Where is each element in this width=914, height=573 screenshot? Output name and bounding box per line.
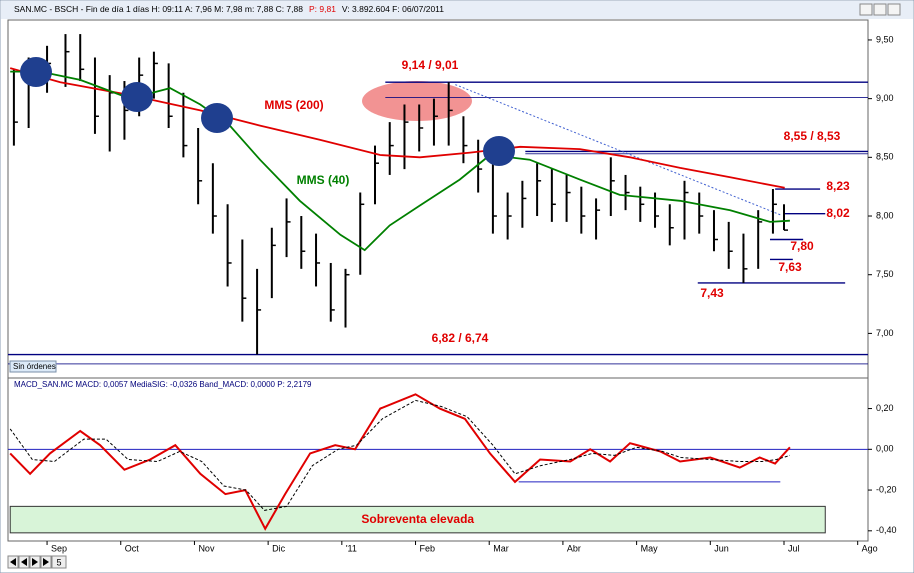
x-tick-label: Jun bbox=[714, 543, 729, 553]
line-label: MMS (40) bbox=[297, 173, 350, 187]
x-tick-label: Dic bbox=[272, 543, 285, 553]
oversold-band bbox=[9, 505, 826, 534]
x-tick-label: '11 bbox=[346, 543, 357, 553]
minimize[interactable] bbox=[859, 3, 873, 16]
nav-label[interactable]: 5 bbox=[56, 557, 61, 567]
x-tick-label: Oct bbox=[125, 543, 140, 553]
nav-icon bbox=[32, 558, 38, 566]
y-tick-label: -0,20 bbox=[876, 484, 897, 494]
header-part: SAN.MC - BSCH - Fin de día 1 días H: 09:… bbox=[14, 4, 303, 14]
level-label: 8,02 bbox=[826, 206, 850, 220]
y-tick-label: 8,50 bbox=[876, 152, 894, 162]
y-tick-label: 9,50 bbox=[876, 34, 894, 44]
band-label: Sobreventa elevada bbox=[361, 512, 474, 526]
level-label: 6,82 / 6,74 bbox=[432, 331, 489, 345]
level-label: 8,23 bbox=[826, 179, 850, 193]
crossover bbox=[483, 136, 515, 166]
macd-plot bbox=[8, 393, 868, 534]
level-label: 8,55 / 8,53 bbox=[784, 129, 841, 143]
moving-average bbox=[9, 67, 785, 189]
price-plot bbox=[8, 34, 868, 365]
header-part: P: 9,81 bbox=[309, 4, 336, 14]
x-tick-label: Ago bbox=[862, 543, 878, 553]
highlight-zone bbox=[362, 81, 472, 121]
plot: 9,50 9,00 8,50 8,00 7,50 7,00 9,14 / 9,01 8,55 … bbox=[8, 34, 897, 553]
nav-icon bbox=[21, 558, 27, 566]
y-tick-label: -0,40 bbox=[876, 525, 897, 535]
macd-line bbox=[9, 399, 791, 511]
line-label: MMS (200) bbox=[264, 98, 323, 112]
x-tick-label: Nov bbox=[198, 543, 215, 553]
y-tick-label: 0,00 bbox=[876, 444, 894, 454]
crossover bbox=[20, 57, 52, 87]
x-tick-label: Mar bbox=[493, 543, 509, 553]
macd-line bbox=[9, 393, 791, 531]
orders-button-label[interactable]: Sin órdenes bbox=[13, 362, 56, 371]
panel-title: MACD_SAN.MC MACD: 0,0057 MediaSIG: -0,03… bbox=[14, 380, 312, 389]
x-tick-label: Abr bbox=[567, 543, 581, 553]
header-part: V: 3.892.604 F: 06/07/2011 bbox=[342, 4, 444, 14]
level-label: 7,43 bbox=[700, 286, 724, 300]
level-label: 7,80 bbox=[790, 239, 814, 253]
orders-button[interactable] bbox=[9, 360, 57, 373]
x-tick-label: Sep bbox=[51, 543, 67, 553]
y-tick-label: 7,50 bbox=[876, 269, 894, 279]
x-tick-label: May bbox=[641, 543, 659, 553]
nav-icon bbox=[10, 558, 16, 566]
navigation[interactable]: 5 bbox=[7, 555, 67, 569]
level-label: 7,63 bbox=[778, 260, 802, 274]
nav-zoom[interactable] bbox=[51, 555, 67, 569]
y-tick-label: 9,00 bbox=[876, 93, 894, 103]
x-tick-label: Jul bbox=[788, 543, 800, 553]
close[interactable] bbox=[887, 3, 901, 16]
y-tick-label: 7,00 bbox=[876, 328, 894, 338]
x-tick-label: Feb bbox=[420, 543, 436, 553]
y-tick-label: 8,00 bbox=[876, 210, 894, 220]
header-bar bbox=[1, 1, 913, 19]
header: SAN.MC - BSCH - Fin de día 1 días H: 09:… bbox=[14, 4, 444, 14]
maximize[interactable] bbox=[873, 3, 887, 16]
crossover bbox=[201, 103, 233, 133]
window-buttons[interactable] bbox=[859, 3, 901, 16]
nav-icon bbox=[43, 558, 49, 566]
y-tick-label: 0,20 bbox=[876, 403, 894, 413]
level-label: 9,14 / 9,01 bbox=[402, 58, 459, 72]
crossover bbox=[121, 82, 153, 112]
crossover-markers bbox=[20, 57, 515, 166]
